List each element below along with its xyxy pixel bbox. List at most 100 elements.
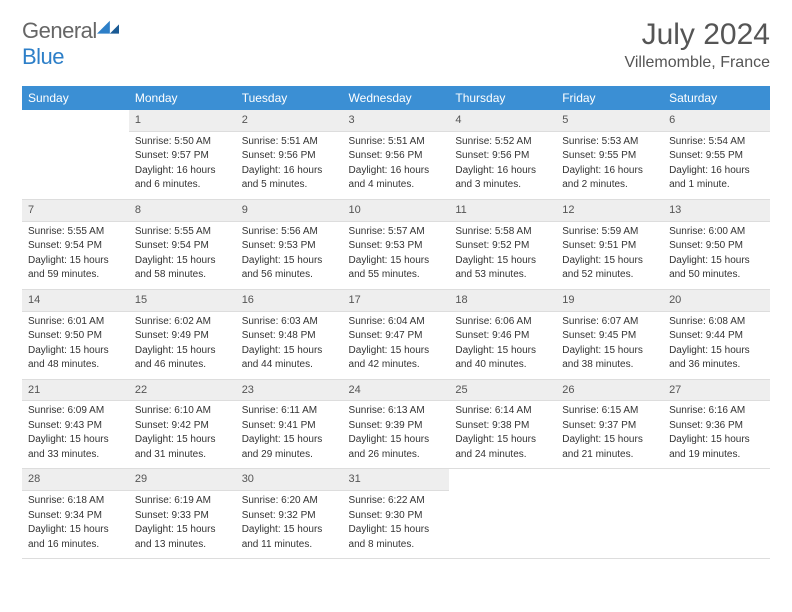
day-content: Sunrise: 6:15 AMSunset: 9:37 PMDaylight:… [556,401,663,468]
calendar-cell: 3Sunrise: 5:51 AMSunset: 9:56 PMDaylight… [343,110,450,199]
day-line: Sunrise: 5:52 AM [455,135,550,149]
weekday-header: Thursday [449,86,556,110]
day-line: Sunrise: 6:06 AM [455,315,550,329]
day-line: Daylight: 15 hours [349,433,444,447]
day-content: Sunrise: 6:20 AMSunset: 9:32 PMDaylight:… [236,491,343,558]
day-line: Sunset: 9:53 PM [242,239,337,253]
calendar-cell: 26Sunrise: 6:15 AMSunset: 9:37 PMDayligh… [556,379,663,469]
day-line: Daylight: 15 hours [28,523,123,537]
day-line: Sunrise: 6:20 AM [242,494,337,508]
day-line: and 50 minutes. [669,268,764,282]
day-number: 27 [663,380,770,402]
day-line: Daylight: 15 hours [455,344,550,358]
day-line: Sunset: 9:34 PM [28,509,123,523]
day-line: and 52 minutes. [562,268,657,282]
day-content: Sunrise: 6:11 AMSunset: 9:41 PMDaylight:… [236,401,343,468]
day-number: 11 [449,200,556,222]
day-line: and 5 minutes. [242,178,337,192]
day-line: and 8 minutes. [349,538,444,552]
day-line: Sunset: 9:50 PM [669,239,764,253]
day-line: Daylight: 15 hours [562,344,657,358]
day-line: Daylight: 15 hours [28,344,123,358]
day-line: and 1 minute. [669,178,764,192]
day-line: Sunrise: 6:14 AM [455,404,550,418]
day-content: Sunrise: 5:51 AMSunset: 9:56 PMDaylight:… [236,132,343,199]
day-content: Sunrise: 6:04 AMSunset: 9:47 PMDaylight:… [343,312,450,379]
day-line: Daylight: 16 hours [242,164,337,178]
day-line: and 58 minutes. [135,268,230,282]
title-block: July 2024 Villemomble, France [624,18,770,72]
day-number: 17 [343,290,450,312]
calendar-row: 1Sunrise: 5:50 AMSunset: 9:57 PMDaylight… [22,110,770,199]
logo-mark-icon [97,20,119,38]
logo-part1: General [22,18,97,43]
day-number: 1 [129,110,236,132]
day-line: Sunrise: 6:15 AM [562,404,657,418]
day-line: Daylight: 15 hours [562,433,657,447]
calendar-row: 28Sunrise: 6:18 AMSunset: 9:34 PMDayligh… [22,469,770,559]
day-line: Sunrise: 6:19 AM [135,494,230,508]
day-number: 9 [236,200,343,222]
day-line: Daylight: 15 hours [242,433,337,447]
calendar-cell: 13Sunrise: 6:00 AMSunset: 9:50 PMDayligh… [663,199,770,289]
weekday-header: Wednesday [343,86,450,110]
day-content: Sunrise: 5:55 AMSunset: 9:54 PMDaylight:… [129,222,236,289]
day-line: Daylight: 16 hours [562,164,657,178]
calendar-cell: 8Sunrise: 5:55 AMSunset: 9:54 PMDaylight… [129,199,236,289]
day-line: Sunset: 9:41 PM [242,419,337,433]
day-line: Daylight: 15 hours [242,523,337,537]
day-line: Sunset: 9:30 PM [349,509,444,523]
day-line: Sunset: 9:32 PM [242,509,337,523]
day-line: Daylight: 15 hours [455,254,550,268]
day-line: Daylight: 15 hours [135,523,230,537]
calendar-cell: 16Sunrise: 6:03 AMSunset: 9:48 PMDayligh… [236,289,343,379]
day-line: Daylight: 15 hours [455,433,550,447]
day-content: Sunrise: 6:00 AMSunset: 9:50 PMDaylight:… [663,222,770,289]
calendar-cell: 29Sunrise: 6:19 AMSunset: 9:33 PMDayligh… [129,469,236,559]
day-content: Sunrise: 6:06 AMSunset: 9:46 PMDaylight:… [449,312,556,379]
calendar-row: 14Sunrise: 6:01 AMSunset: 9:50 PMDayligh… [22,289,770,379]
day-line: Sunset: 9:54 PM [135,239,230,253]
calendar-cell: 28Sunrise: 6:18 AMSunset: 9:34 PMDayligh… [22,469,129,559]
day-number: 16 [236,290,343,312]
day-number: 7 [22,200,129,222]
day-line: Sunrise: 6:11 AM [242,404,337,418]
calendar-cell: 17Sunrise: 6:04 AMSunset: 9:47 PMDayligh… [343,289,450,379]
calendar-cell: 14Sunrise: 6:01 AMSunset: 9:50 PMDayligh… [22,289,129,379]
day-line: Daylight: 15 hours [349,523,444,537]
day-number: 26 [556,380,663,402]
day-line: Sunrise: 5:51 AM [349,135,444,149]
day-line: Sunrise: 6:13 AM [349,404,444,418]
day-number: 20 [663,290,770,312]
day-line: Sunset: 9:53 PM [349,239,444,253]
day-line: Sunrise: 5:51 AM [242,135,337,149]
day-number: 8 [129,200,236,222]
day-line: Sunset: 9:43 PM [28,419,123,433]
day-line: Sunrise: 6:16 AM [669,404,764,418]
day-line: and 36 minutes. [669,358,764,372]
calendar-cell: 2Sunrise: 5:51 AMSunset: 9:56 PMDaylight… [236,110,343,199]
day-line: Sunset: 9:52 PM [455,239,550,253]
weekday-header: Tuesday [236,86,343,110]
day-line: and 21 minutes. [562,448,657,462]
day-line: and 59 minutes. [28,268,123,282]
calendar-cell: 30Sunrise: 6:20 AMSunset: 9:32 PMDayligh… [236,469,343,559]
day-line: Sunset: 9:36 PM [669,419,764,433]
day-line: Daylight: 16 hours [455,164,550,178]
weekday-header: Monday [129,86,236,110]
calendar-cell [663,469,770,559]
day-line: and 53 minutes. [455,268,550,282]
calendar-cell: 31Sunrise: 6:22 AMSunset: 9:30 PMDayligh… [343,469,450,559]
day-line: Daylight: 16 hours [135,164,230,178]
day-line: and 11 minutes. [242,538,337,552]
day-line: Sunset: 9:55 PM [562,149,657,163]
day-content: Sunrise: 6:02 AMSunset: 9:49 PMDaylight:… [129,312,236,379]
logo-text: General Blue [22,18,119,70]
day-line: Sunrise: 5:57 AM [349,225,444,239]
day-line: and 44 minutes. [242,358,337,372]
day-line: and 33 minutes. [28,448,123,462]
day-line: and 2 minutes. [562,178,657,192]
calendar-cell: 27Sunrise: 6:16 AMSunset: 9:36 PMDayligh… [663,379,770,469]
day-line: and 29 minutes. [242,448,337,462]
day-content: Sunrise: 5:51 AMSunset: 9:56 PMDaylight:… [343,132,450,199]
